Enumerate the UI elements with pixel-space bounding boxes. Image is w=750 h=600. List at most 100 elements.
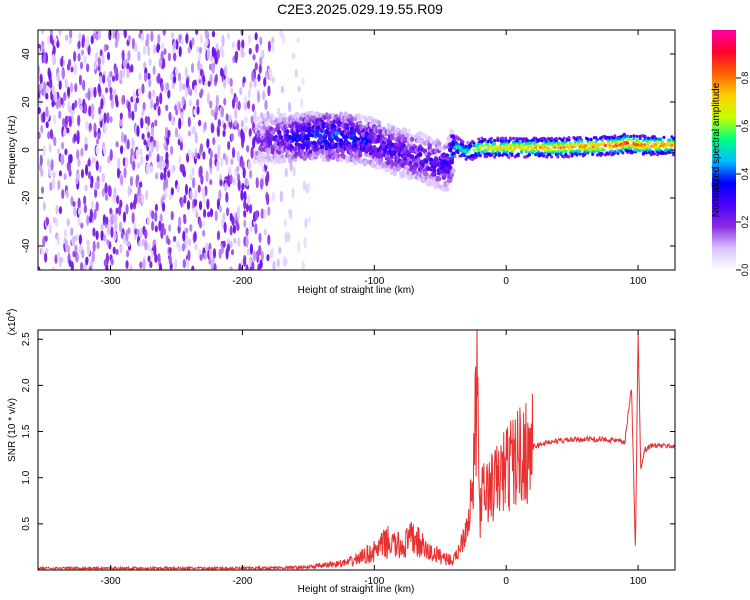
heatmap-cell [131,212,135,224]
heatmap-cell [165,157,169,165]
heatmap-cell [92,227,96,237]
heatmap-cell [244,116,248,124]
heatmap-cell [39,73,43,85]
heatmap-cell [613,134,617,138]
heatmap-cell [218,189,222,201]
heatmap-cell [594,140,598,144]
heatmap-cell [41,40,45,49]
heatmap-cell [80,147,84,157]
heatmap-cell [245,235,249,248]
heatmap-cell [167,129,171,138]
heatmap-cell [167,238,171,246]
heatmap-cell [505,150,509,154]
heatmap-cell [66,127,70,134]
heatmap-cell [97,64,101,72]
heatmap-cell [180,198,184,208]
heatmap-cell [120,131,125,143]
heatmap-cell [301,260,305,270]
heatmap-cell [103,146,107,156]
heatmap-cell [255,177,259,189]
heatmap-cell [627,143,631,148]
heatmap-cell [212,248,217,259]
heatmap-cell [87,158,91,167]
heatmap-cell [202,229,206,237]
heatmap-cell [86,36,90,48]
heatmap-cell [49,77,53,89]
heatmap-cell [270,247,275,259]
heatmap-cell [510,153,514,157]
heatmap-cell [187,249,191,261]
heatmap-cell [73,206,77,217]
heatmap-cell [100,222,104,231]
heatmap-cell [81,249,85,259]
heatmap-cell [444,186,450,192]
heatmap-cell [242,167,246,179]
heatmap-cell [103,234,107,242]
heatmap-cell [117,157,121,169]
heatmap-cell [670,141,674,145]
heatmap-cell [247,34,252,45]
heatmap-cell [257,73,261,82]
heatmap-cell [287,101,292,113]
heatmap-cell [215,94,219,107]
heatmap-cell [275,154,280,160]
heatmap-cell [56,234,60,246]
heatmap-cell [258,64,262,74]
heatmap-cell [478,154,482,158]
heatmap-cell [234,50,239,60]
heatmap-cell [228,166,232,176]
heatmap-cell [502,142,506,146]
heatmap-cell [477,148,481,153]
heatmap-cell [167,170,171,178]
heatmap-cell [304,218,308,229]
heatmap-cell [141,83,145,95]
heatmap-cell [123,167,127,179]
heatmap-cell [225,191,229,203]
heatmap-cell [153,244,157,257]
heatmap-cell [99,49,103,57]
heatmap-cell [206,92,211,105]
heatmap-cell [229,225,233,236]
heatmap-cell [144,229,148,240]
heatmap-cell [132,199,137,210]
heatmap-cell [211,257,215,265]
heatmap-cell [610,141,614,145]
heatmap-cell [211,109,215,117]
heatmap-cell [489,140,493,144]
heatmap-cell [78,234,83,245]
heatmap-cell [164,144,169,152]
heatmap-cell [638,137,642,141]
heatmap-cell [195,30,199,36]
heatmap-cell [85,256,89,266]
heatmap-cell [125,249,130,258]
heatmap-cell [58,170,63,177]
heatmap-cell [58,206,63,215]
heatmap-cell [205,37,209,47]
heatmap-cell [170,165,175,175]
heatmap-cell [162,30,166,36]
heatmap-cell [643,134,647,138]
heatmap-cell [540,139,544,143]
heatmap-cell [122,157,126,167]
heatmap-cell [556,155,560,159]
heatmap-cell [263,77,267,87]
heatmap-cell [82,79,86,91]
heatmap-cell [172,75,177,84]
heatmap-cell [79,61,84,70]
heatmap-cell [370,118,375,124]
heatmap-cell [222,212,226,222]
heatmap-cell [259,259,263,269]
heatmap-cell [116,30,120,43]
heatmap-cell [237,236,241,248]
heatmap-cell [150,30,154,42]
heatmap-cell [500,140,504,144]
heatmap-cell [178,216,182,228]
heatmap-y-tick-label: 20 [21,96,32,108]
heatmap-cell [145,189,149,201]
heatmap-cell [172,235,177,242]
heatmap-cell [187,149,192,157]
heatmap-cell [69,153,73,164]
heatmap-cell [516,154,520,158]
heatmap-cell [236,205,241,218]
heatmap-cell [62,117,66,128]
